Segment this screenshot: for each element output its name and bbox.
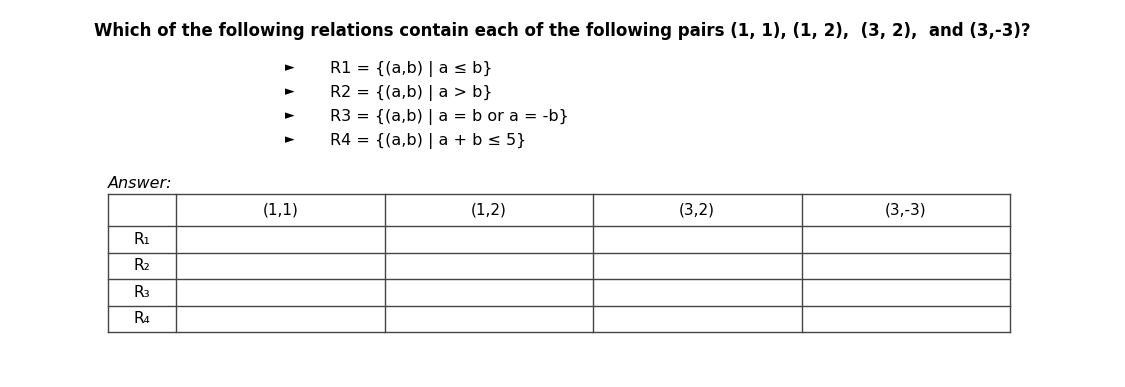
Text: (1,2): (1,2) (471, 202, 506, 217)
Text: Which of the following relations contain each of the following pairs (1, 1), (1,: Which of the following relations contain… (93, 22, 1030, 40)
Text: Answer:: Answer: (108, 176, 172, 191)
Text: ►: ► (286, 134, 295, 147)
Text: R1 = {(a,b) | a ≤ b}: R1 = {(a,b) | a ≤ b} (330, 61, 493, 77)
Text: ►: ► (286, 110, 295, 123)
Text: ►: ► (286, 62, 295, 75)
Text: ►: ► (286, 86, 295, 99)
Text: (3,2): (3,2) (680, 202, 716, 217)
Text: R₁: R₁ (134, 232, 151, 247)
Text: R₄: R₄ (134, 311, 151, 326)
Text: R₂: R₂ (134, 258, 151, 273)
Text: (3,-3): (3,-3) (885, 202, 927, 217)
Text: R4 = {(a,b) | a + b ≤ 5}: R4 = {(a,b) | a + b ≤ 5} (330, 133, 526, 149)
Text: R3 = {(a,b) | a = b or a = -b}: R3 = {(a,b) | a = b or a = -b} (330, 109, 569, 125)
Bar (108, 194, 1010, 332)
Text: (1,1): (1,1) (262, 202, 298, 217)
Text: R₃: R₃ (134, 285, 151, 300)
Text: R2 = {(a,b) | a > b}: R2 = {(a,b) | a > b} (330, 85, 493, 101)
